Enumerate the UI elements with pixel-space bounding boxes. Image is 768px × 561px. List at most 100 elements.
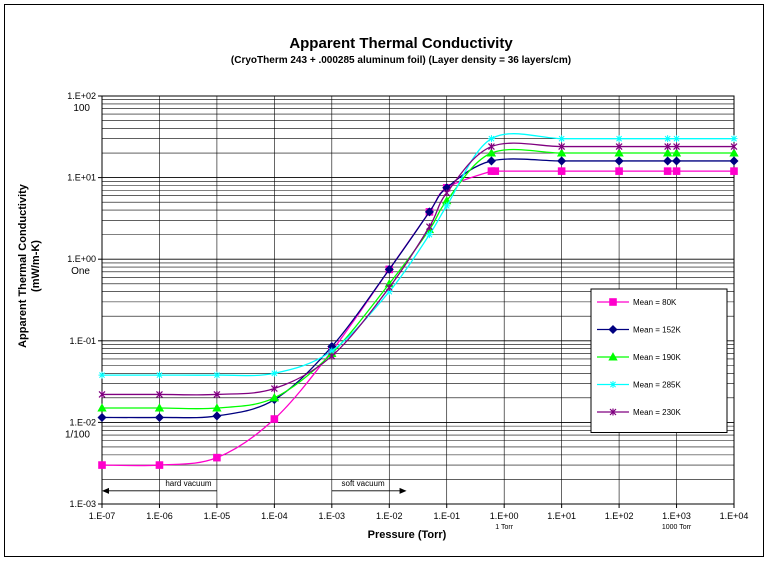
chart: Apparent Thermal Conductivity (CryoTherm… xyxy=(4,4,764,557)
x-tick-label: 1.E-02 xyxy=(376,511,403,521)
point-marker xyxy=(328,347,336,355)
y-annotation: One xyxy=(71,266,90,277)
point-marker xyxy=(609,381,617,388)
x-tick-label: 1.E-05 xyxy=(204,511,231,521)
vacuum-arrow-head xyxy=(399,487,407,494)
point-marker xyxy=(491,167,500,175)
point-marker xyxy=(486,148,497,157)
point-marker xyxy=(98,371,106,379)
point-marker xyxy=(385,288,393,296)
point-marker xyxy=(425,231,433,239)
series-line xyxy=(102,133,734,377)
y-tick-label: 1.E+00 xyxy=(67,254,96,264)
point-marker xyxy=(97,412,107,422)
point-marker xyxy=(672,167,681,175)
x-tick-label: 1.E-06 xyxy=(146,511,173,521)
legend-label: Mean = 230K xyxy=(633,408,681,417)
point-marker xyxy=(385,283,393,291)
chart-title: Apparent Thermal Conductivity xyxy=(289,35,513,52)
point-marker xyxy=(486,156,496,166)
point-marker xyxy=(608,352,618,361)
point-marker xyxy=(328,352,336,360)
point-marker xyxy=(557,167,566,175)
x-tick-label: 1.E+00 xyxy=(490,511,519,521)
y-tick-label: 1.E-02 xyxy=(69,417,96,427)
point-marker xyxy=(615,143,623,151)
point-marker xyxy=(443,189,451,197)
legend-label: Mean = 152K xyxy=(633,326,681,335)
y-tick-label: 1.E+01 xyxy=(67,173,96,183)
point-marker xyxy=(608,324,618,335)
plot-area: 1.E-07 1.E-06 1.E-05 1.E-04 1.E-03 1.E-02 1.E-… xyxy=(65,91,748,531)
point-marker xyxy=(558,135,566,143)
point-marker xyxy=(557,156,567,166)
point-marker xyxy=(270,369,278,377)
chart-subtitle: (CryoTherm 243 + .000285 aluminum foil) … xyxy=(231,55,571,66)
x-tick-label: 1.E-03 xyxy=(319,511,346,521)
y-tick-label: 1.E-01 xyxy=(69,336,96,346)
point-marker xyxy=(730,143,738,151)
vacuum-label: soft vacuum xyxy=(342,479,385,488)
x-tick-label: 1.E+04 xyxy=(720,511,749,521)
point-marker xyxy=(488,143,495,151)
point-marker xyxy=(213,390,221,398)
point-marker xyxy=(212,403,222,412)
point-marker xyxy=(270,385,278,393)
point-marker xyxy=(97,403,107,412)
x-tick-label: 1.E-01 xyxy=(433,511,460,521)
point-marker xyxy=(614,156,624,166)
point-marker xyxy=(154,403,165,412)
point-marker xyxy=(98,461,106,469)
y-tick-label: 1.E-03 xyxy=(69,499,96,509)
point-marker xyxy=(384,264,394,274)
point-marker xyxy=(155,371,163,379)
y-axis-label-text: Apparent Thermal Conductivity xyxy=(17,183,29,348)
point-marker xyxy=(609,408,617,416)
point-marker xyxy=(424,207,434,217)
y-axis-label: Apparent Thermal Conductivity (mW/m-K) xyxy=(17,183,42,348)
point-marker xyxy=(558,143,566,151)
legend: Mean = 80K Mean = 152K Mean = 190K Mean = 2… xyxy=(590,288,728,433)
series-line xyxy=(102,142,734,396)
point-marker xyxy=(269,393,280,402)
x-tick-label: 1.E-04 xyxy=(261,511,288,521)
series-line xyxy=(101,148,734,410)
point-marker xyxy=(730,135,738,143)
point-marker xyxy=(443,202,451,210)
x-tick-label: 1.E+03 xyxy=(662,511,691,521)
point-marker xyxy=(98,390,106,398)
point-marker xyxy=(664,143,672,151)
point-marker xyxy=(270,415,279,423)
point-marker xyxy=(156,390,163,398)
series-line xyxy=(101,158,734,419)
legend-label: Mean = 80K xyxy=(633,298,677,307)
y-annotation: 100 xyxy=(73,103,90,114)
point-marker xyxy=(729,156,739,166)
legend-box xyxy=(590,288,728,433)
point-marker xyxy=(154,412,164,422)
x-tick-label: 1.E+01 xyxy=(547,511,576,521)
vacuum-arrow-head xyxy=(102,487,109,494)
point-marker xyxy=(155,461,164,469)
point-marker xyxy=(672,156,682,166)
point-marker xyxy=(671,148,682,157)
point-marker xyxy=(614,148,624,157)
point-marker xyxy=(556,148,567,157)
vacuum-label: hard vacuum xyxy=(165,479,212,488)
legend-label: Mean = 285K xyxy=(633,381,681,390)
point-marker xyxy=(615,135,623,143)
point-marker xyxy=(729,148,739,157)
point-marker xyxy=(487,135,495,143)
x-annotation: 1 Torr xyxy=(495,524,513,531)
y-tick-label: 1.E+02 xyxy=(67,91,96,101)
y-annotation: 1/100 xyxy=(65,429,90,440)
point-marker xyxy=(213,453,221,462)
point-marker xyxy=(664,135,672,143)
x-axis-label: Pressure (Torr) xyxy=(368,529,447,541)
x-tick-label: 1.E+02 xyxy=(605,511,634,521)
point-marker xyxy=(212,411,222,421)
point-marker xyxy=(213,371,221,379)
y-axis-unit: (mW/m-K) xyxy=(30,240,42,292)
point-marker xyxy=(673,135,681,143)
point-marker xyxy=(662,148,673,157)
